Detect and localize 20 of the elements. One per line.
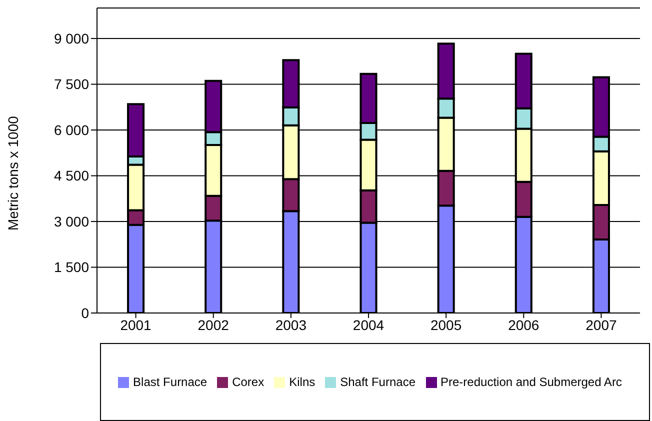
x-tick-label: 2002 <box>198 316 230 333</box>
y-tick-label: 6 000 <box>54 122 90 138</box>
x-tick-label: 2003 <box>275 316 307 333</box>
y-tick-label: 9 000 <box>54 30 90 46</box>
y-tick-label: 1 500 <box>54 259 90 276</box>
x-tick-label: 2006 <box>508 316 540 333</box>
legend-label: Shaft Furnace <box>340 375 416 389</box>
x-tick-label: 2004 <box>352 316 384 333</box>
y-tick-label: 4 500 <box>54 168 90 184</box>
x-tick-label: 2007 <box>586 316 617 333</box>
y-tick-label: 7 500 <box>54 76 90 92</box>
y-tick-label: 3 000 <box>54 213 90 230</box>
y-tick-label: 0 <box>81 304 90 321</box>
y-axis-title: Metric tons x 1000 <box>4 116 21 230</box>
legend-label: Corex <box>232 375 264 389</box>
legend-label: Kilns <box>289 375 316 389</box>
legend-label: Pre-reduction and Submerged Arc <box>440 375 622 389</box>
legend-label: Blast Furnace <box>133 375 208 389</box>
x-tick-label: 2001 <box>120 316 152 333</box>
x-tick-label: 2005 <box>430 316 462 333</box>
